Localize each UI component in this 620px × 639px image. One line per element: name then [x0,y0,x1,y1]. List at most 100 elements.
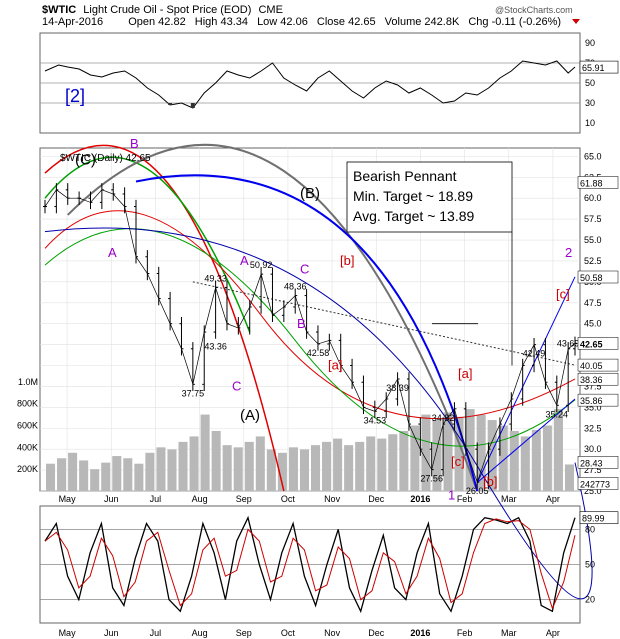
price-tick-label: 32.5 [584,423,602,433]
right-value-box [577,456,619,469]
stoch-value-box [579,511,619,525]
price-point-label: 50.92 [250,260,273,270]
stoch-month-tick-label: Jul [150,628,162,638]
stoch-tick-label: 20 [585,595,595,605]
exchange: CME [258,4,282,16]
moving-average-blue [44,227,593,600]
volume-bar [509,430,519,491]
cycle-arc-green [44,156,251,333]
price-point-label: 43.69 [557,339,580,349]
rsi-value-label: 65.91 [582,63,605,73]
quote-high: High 43.34 [195,16,248,28]
volume-bar [531,429,541,491]
quote-open: Open 42.82 [128,16,186,28]
volume-bar [68,452,78,491]
header-quote-row: 14-Apr-2016 Open 42.82 High 43.34 Low 42… [42,16,561,28]
stoch-month-tick-label: Mar [501,628,517,638]
volume-bar [46,463,56,491]
cycle-arc-red [44,144,285,492]
volume-bar [299,449,309,491]
indicator-overlays [44,143,593,600]
wave-label: (C) [75,152,96,169]
wave-label: A [108,245,117,260]
price-tick-label: 30.0 [584,444,602,454]
quote-close: Close 42.65 [317,16,376,28]
volume-bar [233,447,243,491]
volume-bar [399,430,409,491]
price-point-label: 26.05 [466,486,489,496]
chart-labels: 65.91 49.33 50.92 48.36 43.36 42.58 37.75 38.39… [75,60,619,525]
volume-bar [311,445,321,491]
volume-bar [553,409,563,491]
price-tick-label: 65.0 [584,151,602,161]
wave-label: A [240,253,249,268]
price-tick-label: 57.5 [584,214,602,224]
price-point-label: 48.36 [284,282,307,292]
volume-bar [134,463,144,491]
volume-bar [266,449,276,491]
volume-bar [322,441,332,491]
quote-change: Chg -0.11 (-0.26%) [468,16,561,28]
volume-bar [432,420,442,491]
rsi-tick-label: 30 [585,98,595,108]
stoch-month-tick-label: Sep [236,628,252,638]
right-value-label: 35.86 [580,396,603,406]
right-value-label: 40.05 [580,361,603,371]
right-value-box [577,176,619,189]
stoch-value-label: 89.99 [582,514,605,524]
price-tick-label: 37.5 [584,381,602,391]
quote-date: 14-Apr-2016 [42,16,103,28]
price-point-label: 42.49 [523,349,546,359]
stoch-tick-label: 80 [585,524,595,534]
volume-bar [211,430,221,491]
volume-bar [476,414,486,491]
right-value-label: 61.88 [580,178,603,188]
month-tick-label: May [59,494,77,504]
wave-label: 1 [448,487,455,502]
right-value-box [577,477,619,490]
cycle-arc-blue [135,174,479,492]
rsi-tick-label: 10 [585,118,595,128]
volume-tick-label: 800K [17,399,38,409]
volume-bar [255,436,265,491]
right-value-label: 38.36 [580,375,603,385]
volume-bar [277,452,287,491]
right-value-box [577,270,619,284]
wave-label: [a] [328,358,342,373]
wave-label: (B) [300,185,320,202]
volume-bar [542,425,552,491]
rsi-wave-label: [2] [65,86,85,106]
volume-bar [145,452,155,491]
cycle-arc-gray [67,143,479,492]
grid-lines [40,62,580,600]
month-tick-label: Apr [546,494,560,504]
volume-bar [244,441,254,491]
month-tick-label: Feb [457,494,473,504]
instrument-name: Light Crude Oil - Spot Price (EOD) [83,4,251,16]
volume-bar [112,456,122,491]
stoch-month-tick-label: Nov [324,628,341,638]
stochastic-series [44,515,576,614]
price-tick-label: 45.0 [584,319,602,329]
volume-tick-label: 1.0M [18,377,38,387]
wave-label: (A) [240,407,260,424]
volume-bar [90,469,100,491]
stoch-month-tick-label: Dec [368,628,385,638]
annotation-box [346,161,513,233]
month-tick-label: Jun [104,494,119,504]
wave-label: [c] [556,287,570,302]
volume-bar [189,436,199,491]
right-value-box [577,393,619,407]
volume-bar [388,434,398,491]
volume-bar [156,447,166,491]
volume-bars [46,409,574,491]
month-tick-label: Mar [501,494,517,504]
rsi-oversold-fill [168,103,173,105]
wave-label: [a] [458,366,472,381]
channel-lower [476,398,576,484]
wave-label: [b] [483,474,497,489]
right-value-label: 28.43 [580,458,603,468]
volume-bar [454,416,464,491]
month-tick-label: 2016 [410,494,430,504]
rsi-value-box [579,60,619,74]
